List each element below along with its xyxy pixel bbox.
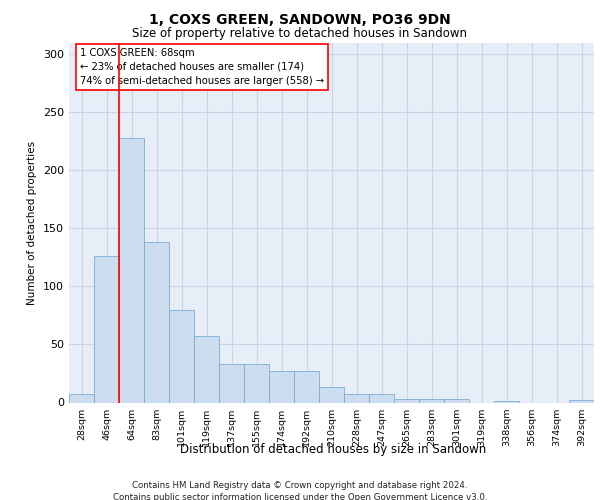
Text: Contains HM Land Registry data © Crown copyright and database right 2024.: Contains HM Land Registry data © Crown c…	[132, 481, 468, 490]
Bar	[419, 399, 444, 402]
Bar	[294, 371, 319, 402]
Text: Size of property relative to detached houses in Sandown: Size of property relative to detached ho…	[133, 28, 467, 40]
Bar	[319, 388, 344, 402]
Text: Distribution of detached houses by size in Sandown: Distribution of detached houses by size …	[180, 442, 486, 456]
Text: Contains public sector information licensed under the Open Government Licence v3: Contains public sector information licen…	[113, 492, 487, 500]
Bar	[144, 242, 169, 402]
Bar	[169, 310, 194, 402]
Bar	[194, 336, 219, 402]
Bar	[94, 256, 119, 402]
Bar	[69, 394, 94, 402]
Text: 1, COXS GREEN, SANDOWN, PO36 9DN: 1, COXS GREEN, SANDOWN, PO36 9DN	[149, 12, 451, 26]
Bar	[444, 399, 469, 402]
Text: 1 COXS GREEN: 68sqm
← 23% of detached houses are smaller (174)
74% of semi-detac: 1 COXS GREEN: 68sqm ← 23% of detached ho…	[79, 48, 323, 86]
Bar	[394, 399, 419, 402]
Bar	[344, 394, 369, 402]
Bar	[119, 138, 144, 402]
Bar	[244, 364, 269, 403]
Bar	[569, 400, 594, 402]
Bar	[219, 364, 244, 403]
Bar	[369, 394, 394, 402]
Bar	[269, 371, 294, 402]
Y-axis label: Number of detached properties: Number of detached properties	[28, 140, 37, 304]
